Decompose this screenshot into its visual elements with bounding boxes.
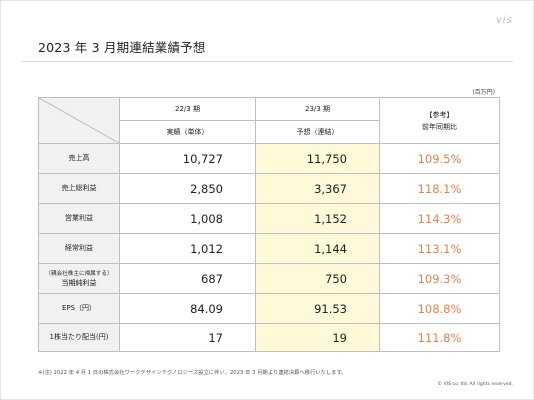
table-row: 1株当たり配当(円) 17 19 111.8% (38, 323, 500, 352)
table-row: EPS（円） 84.09 91.53 108.8% (38, 293, 500, 324)
actual-value: 17 (119, 323, 256, 352)
page-title: 2023 年 3 月期連結業績予想 (38, 40, 206, 55)
yoy-value: 109.5% (379, 143, 500, 174)
row-label: EPS（円） (38, 293, 120, 324)
forecast-value: 1,152 (255, 203, 380, 234)
unit-label: (百万円) (472, 89, 495, 96)
actual-value: 1,012 (119, 233, 256, 264)
table-row: 経常利益 1,012 1,144 113.1% (38, 233, 500, 264)
yoy-value: 113.1% (379, 233, 500, 264)
footnote: ※(注) 2022 年 4 月 1 日の株式会社ワークデザインテクノロジーズ設立… (38, 370, 347, 376)
table-row: （親会社株主に帰属する） 当期純利益 687 750 109.3% (38, 263, 500, 294)
forecast-value: 750 (255, 263, 380, 294)
row-label: 売上総利益 (38, 173, 120, 204)
forecast-value: 19 (255, 323, 380, 352)
row-label: 営業利益 (38, 203, 120, 234)
header-reference-label: 【参考】 (425, 110, 454, 119)
yoy-value: 108.8% (379, 293, 500, 324)
header-prev-sub: 実績（単体） (119, 120, 256, 144)
company-logo: vis (496, 15, 513, 26)
yoy-value: 118.1% (379, 173, 500, 204)
forecast-value: 1,144 (255, 233, 380, 264)
row-label: 売上高 (38, 143, 120, 174)
actual-value: 1,008 (119, 203, 256, 234)
actual-value: 10,727 (119, 143, 256, 174)
row-label-note: （親会社株主に帰属する） (45, 270, 113, 277)
yoy-value: 111.8% (379, 323, 500, 352)
copyright: © VIS co. ltd. All rights reserved. (437, 382, 513, 387)
actual-value: 2,850 (119, 173, 256, 204)
row-label: 1株当たり配当(円) (38, 323, 120, 352)
row-label: 経常利益 (38, 233, 120, 264)
table-row: 営業利益 1,008 1,152 114.3% (38, 203, 500, 234)
header-cur-period: 23/3 期 (255, 97, 380, 121)
table-row: 売上総利益 2,850 3,367 118.1% (38, 173, 500, 204)
row-label: （親会社株主に帰属する） 当期純利益 (38, 263, 120, 294)
header-reference: 【参考】 前年同期比 (379, 97, 500, 144)
table-row: 売上高 10,727 11,750 109.5% (38, 143, 500, 174)
actual-value: 84.09 (119, 293, 256, 324)
header-cur-sub: 予想（連結） (255, 120, 380, 144)
actual-value: 687 (119, 263, 256, 294)
forecast-value: 11,750 (255, 143, 380, 174)
forecast-value: 3,367 (255, 173, 380, 204)
forecast-table: 22/3 期 23/3 期 【参考】 前年同期比 実績（単体） 予想（連結） 売… (38, 97, 500, 352)
yoy-value: 114.3% (379, 203, 500, 234)
yoy-value: 109.3% (379, 263, 500, 294)
header-reference-sub: 前年同期比 (422, 122, 457, 131)
header-prev-period: 22/3 期 (119, 97, 256, 121)
diagonal-line (39, 98, 119, 143)
title-divider (21, 61, 513, 62)
forecast-value: 91.53 (255, 293, 380, 324)
table-corner-cell (38, 97, 120, 144)
